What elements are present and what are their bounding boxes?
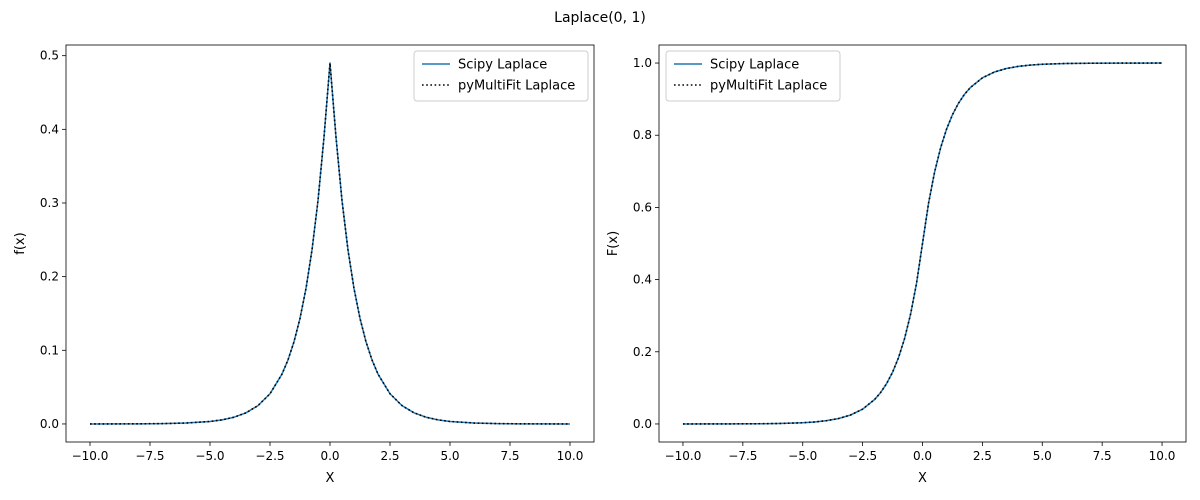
pdf-legend-box (413, 50, 589, 102)
pdf-y-tick-label: 0.2 (40, 270, 59, 284)
pdf-x-tick-label: 10.0 (557, 449, 584, 463)
pdf-axes-frame (65, 44, 595, 443)
cdf-y-tick-label: 0.0 (633, 417, 652, 431)
pdf-series-line-1 (89, 62, 571, 425)
pdf-x-tick-label: −5.0 (195, 449, 224, 463)
pdf-legend: Scipy Laplace pyMultiFit Laplace (413, 50, 589, 102)
cdf-x-tick-label: −10.0 (665, 449, 702, 463)
pdf-y-axis-label: f(x) (13, 232, 28, 254)
pdf-legend-label-0: Scipy Laplace (458, 58, 547, 73)
pdf-x-axis-label: X (326, 471, 335, 486)
cdf-x-tick-label: 0.0 (913, 449, 932, 463)
cdf-x-tick-label: 10.0 (1149, 449, 1176, 463)
cdf-y-tick-label: 0.4 (633, 273, 652, 287)
cdf-x-tick-label: −5.0 (788, 449, 817, 463)
pdf-x-tick-label: −2.5 (255, 449, 284, 463)
cdf-legend-label-0: Scipy Laplace (710, 58, 799, 73)
cdf-legend: Scipy Laplace pyMultiFit Laplace (665, 50, 841, 102)
cdf-y-tick-label: 1.0 (633, 56, 652, 70)
pdf-x-tick-label: 0.0 (320, 449, 339, 463)
pdf-x-tick-label: −10.0 (72, 449, 109, 463)
cdf-x-tick-label: −2.5 (848, 449, 877, 463)
pdf-x-tick-label: 2.5 (380, 449, 399, 463)
pdf-x-tick-label: −7.5 (135, 449, 164, 463)
figure-suptitle: Laplace(0, 1) (554, 10, 646, 26)
cdf-legend-label-1: pyMultiFit Laplace (710, 79, 827, 94)
pdf-plot-area (89, 62, 571, 425)
cdf-chart: −10.0 −7.5 −5.0 −2.5 0.0 2.5 5.0 7.5 10.0 0.0 0.2 0… (606, 44, 1187, 486)
pdf-y-tick-label: 0.3 (40, 196, 59, 210)
pdf-y-tick-label: 0.0 (40, 417, 59, 431)
cdf-series-line-1 (682, 62, 1163, 425)
cdf-y-tick-label: 0.6 (633, 200, 652, 214)
pdf-y-tick-label: 0.4 (40, 122, 59, 136)
pdf-chart: −10.0 −7.5 −5.0 −2.5 0.0 2.5 5.0 7.5 10.0 0.0 0.1 0… (13, 44, 595, 486)
pdf-x-tick-label: 5.0 (440, 449, 459, 463)
pdf-y-tick-label: 0.1 (40, 343, 59, 357)
cdf-x-tick-label: 2.5 (973, 449, 992, 463)
cdf-y-tick-label: 0.8 (633, 128, 652, 142)
pdf-legend-label-1: pyMultiFit Laplace (458, 79, 575, 94)
cdf-x-tick-label: 7.5 (1093, 449, 1112, 463)
cdf-legend-box (665, 50, 841, 102)
cdf-x-tick-label: 5.0 (1033, 449, 1052, 463)
pdf-y-tick-label: 0.5 (40, 49, 59, 63)
pdf-series-line-0 (89, 62, 571, 425)
cdf-x-tick-label: −7.5 (728, 449, 757, 463)
cdf-y-axis-label: F(x) (606, 231, 621, 256)
cdf-x-axis-label: X (918, 471, 927, 486)
cdf-plot-area (682, 62, 1163, 425)
pdf-x-tick-label: 7.5 (500, 449, 519, 463)
cdf-y-tick-label: 0.2 (633, 345, 652, 359)
